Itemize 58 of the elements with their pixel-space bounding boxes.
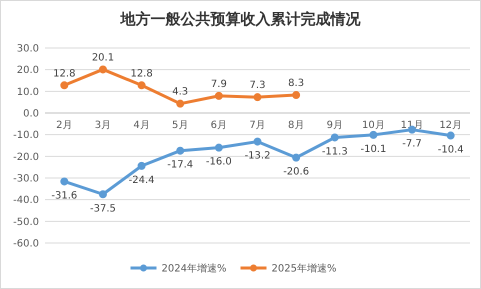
legend-label: 2025年增速% bbox=[272, 262, 336, 274]
point bbox=[60, 177, 68, 186]
data-label: 12.8 bbox=[130, 68, 153, 80]
point bbox=[254, 93, 262, 102]
x-tick-label: 12月 bbox=[439, 120, 462, 131]
data-label: 12.8 bbox=[53, 68, 76, 80]
point bbox=[98, 190, 107, 198]
x-tick-label: 4月 bbox=[133, 120, 150, 131]
point bbox=[214, 144, 223, 152]
point bbox=[292, 154, 300, 162]
y-tick-label: 20.0 bbox=[16, 65, 39, 76]
x-tick-label: 2月 bbox=[56, 120, 73, 131]
data-label: 7.3 bbox=[250, 80, 266, 92]
y-tick-label: 0.0 bbox=[23, 108, 39, 120]
point bbox=[254, 138, 262, 146]
y-tick-label: -60.0 bbox=[13, 238, 39, 250]
x-tick-label: 7月 bbox=[249, 120, 266, 131]
data-label: -37.5 bbox=[90, 203, 116, 214]
data-label: -10.1 bbox=[360, 144, 386, 155]
x-tick-label: 5月 bbox=[172, 120, 188, 131]
data-label: -16.0 bbox=[206, 156, 232, 168]
data-label: -10.4 bbox=[438, 144, 464, 156]
legend-label: 2024年增速% bbox=[162, 262, 226, 274]
data-label: 7.9 bbox=[210, 78, 227, 90]
y-tick-label: -20.0 bbox=[13, 152, 39, 163]
point bbox=[138, 162, 146, 170]
y-tick-label: -30.0 bbox=[13, 174, 39, 184]
y-tick-label: 10.0 bbox=[16, 86, 39, 98]
data-label: -13.2 bbox=[244, 150, 270, 162]
point bbox=[330, 133, 339, 142]
y-tick-label: -40.0 bbox=[13, 195, 39, 206]
point bbox=[176, 146, 184, 155]
data-label: -20.6 bbox=[283, 166, 310, 178]
point bbox=[138, 81, 146, 90]
chart-title: 地方一般公共预算收入累计完成情况 bbox=[120, 10, 362, 28]
x-tick-label: 10月 bbox=[362, 120, 385, 131]
y-tick-label: -10.0 bbox=[13, 130, 39, 142]
data-label: -24.4 bbox=[128, 174, 155, 186]
y-tick-label: 30.0 bbox=[16, 44, 39, 54]
point bbox=[176, 100, 184, 108]
data-label: -31.6 bbox=[51, 190, 78, 202]
data-label: -7.7 bbox=[402, 138, 422, 150]
data-label: -11.3 bbox=[322, 146, 348, 158]
x-tick-label: 8月 bbox=[288, 120, 304, 131]
point bbox=[292, 91, 300, 100]
x-tick-label: 9月 bbox=[326, 120, 343, 131]
x-tick-label: 6月 bbox=[210, 120, 228, 131]
data-label: -17.4 bbox=[167, 160, 194, 171]
point bbox=[60, 81, 68, 90]
data-label: 20.1 bbox=[92, 52, 114, 64]
data-label: 4.3 bbox=[172, 86, 188, 98]
point bbox=[214, 92, 223, 100]
point bbox=[369, 130, 378, 139]
point bbox=[446, 132, 455, 140]
y-tick-label: -50.0 bbox=[13, 216, 39, 228]
x-tick-label: 3月 bbox=[94, 120, 112, 131]
data-label: 8.3 bbox=[288, 78, 304, 90]
point bbox=[98, 65, 107, 74]
